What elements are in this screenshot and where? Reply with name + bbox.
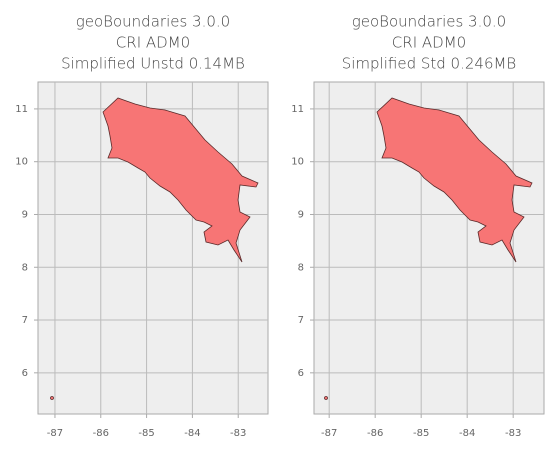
y-tick-label: 8 bbox=[22, 262, 28, 273]
country-shape bbox=[324, 97, 533, 400]
x-tick-label: -85 bbox=[413, 428, 429, 439]
y-tick-label: 7 bbox=[22, 315, 28, 326]
y-tick-label: 9 bbox=[22, 209, 28, 220]
chart-title: geoBoundaries 3.0.0 bbox=[352, 13, 506, 31]
x-tick-label: -87 bbox=[321, 428, 337, 439]
country-shape bbox=[50, 97, 259, 400]
y-tick-label: 6 bbox=[22, 368, 28, 379]
x-tick-label: -84 bbox=[184, 428, 200, 439]
x-tick-label: -85 bbox=[138, 428, 154, 439]
x-tick-label: -84 bbox=[459, 428, 475, 439]
chart-title: Simplified Std 0.246MB bbox=[342, 55, 517, 73]
island bbox=[324, 396, 328, 400]
island bbox=[50, 396, 54, 400]
mainland bbox=[376, 97, 533, 263]
chart-title: CRI ADM0 bbox=[116, 34, 190, 52]
x-tick-label: -87 bbox=[47, 428, 63, 439]
y-tick-label: 11 bbox=[15, 104, 28, 115]
chart-title: geoBoundaries 3.0.0 bbox=[76, 13, 230, 31]
y-tick-label: 10 bbox=[15, 157, 28, 168]
y-tick-label: 9 bbox=[298, 209, 304, 220]
y-tick-label: 11 bbox=[291, 104, 304, 115]
mainland bbox=[102, 97, 259, 263]
y-tick-label: 10 bbox=[291, 157, 304, 168]
chart-title: Simplified Unstd 0.14MB bbox=[61, 55, 245, 73]
y-tick-label: 7 bbox=[298, 315, 304, 326]
x-tick-label: -83 bbox=[505, 428, 521, 439]
y-tick-label: 8 bbox=[298, 262, 304, 273]
y-tick-label: 6 bbox=[298, 368, 304, 379]
x-tick-label: -83 bbox=[230, 428, 246, 439]
x-tick-label: -86 bbox=[367, 428, 383, 439]
chart-title: CRI ADM0 bbox=[392, 34, 466, 52]
x-tick-label: -86 bbox=[93, 428, 109, 439]
